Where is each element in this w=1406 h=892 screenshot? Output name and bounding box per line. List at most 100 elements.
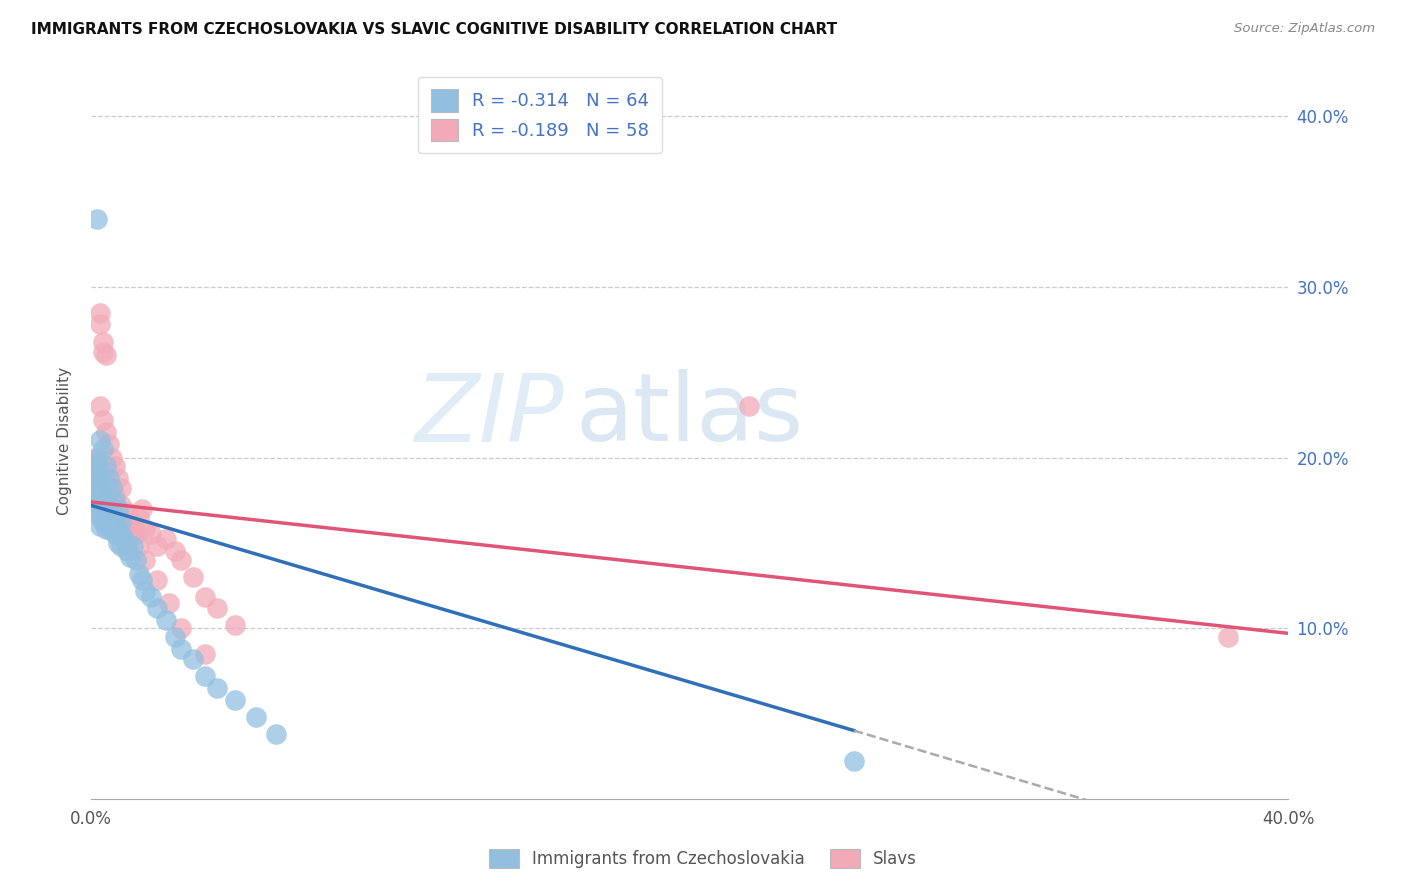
Point <box>115 510 138 524</box>
Point <box>118 522 141 536</box>
Point <box>110 516 132 530</box>
Point <box>83 493 105 508</box>
Point <box>738 400 761 414</box>
Point <box>89 471 111 485</box>
Point <box>121 539 143 553</box>
Point <box>94 510 117 524</box>
Point <box>205 681 228 695</box>
Point <box>94 481 117 495</box>
Point <box>134 553 156 567</box>
Point <box>181 652 204 666</box>
Point <box>170 621 193 635</box>
Point <box>107 471 129 485</box>
Point <box>125 527 148 541</box>
Point <box>1216 630 1239 644</box>
Point <box>94 348 117 362</box>
Point <box>842 754 865 768</box>
Point <box>163 544 186 558</box>
Point <box>110 510 132 524</box>
Point <box>104 499 127 513</box>
Point <box>145 600 167 615</box>
Point <box>107 536 129 550</box>
Point <box>86 499 108 513</box>
Legend: R = -0.314   N = 64, R = -0.189   N = 58: R = -0.314 N = 64, R = -0.189 N = 58 <box>418 77 662 153</box>
Point <box>97 522 120 536</box>
Point <box>145 539 167 553</box>
Point <box>139 591 162 605</box>
Text: IMMIGRANTS FROM CZECHOSLOVAKIA VS SLAVIC COGNITIVE DISABILITY CORRELATION CHART: IMMIGRANTS FROM CZECHOSLOVAKIA VS SLAVIC… <box>31 22 837 37</box>
Point <box>86 211 108 226</box>
Point <box>89 518 111 533</box>
Point <box>194 647 217 661</box>
Text: atlas: atlas <box>575 369 804 461</box>
Point <box>131 501 153 516</box>
Point <box>115 505 138 519</box>
Point <box>104 459 127 474</box>
Point <box>91 344 114 359</box>
Point <box>101 450 124 465</box>
Point <box>104 516 127 530</box>
Point <box>89 305 111 319</box>
Point <box>104 488 127 502</box>
Point <box>89 318 111 332</box>
Point <box>86 454 108 468</box>
Point <box>101 493 124 508</box>
Point <box>110 539 132 553</box>
Point <box>91 516 114 530</box>
Point <box>104 527 127 541</box>
Point <box>112 533 135 547</box>
Point <box>110 481 132 495</box>
Point <box>91 442 114 456</box>
Point <box>94 459 117 474</box>
Point <box>101 501 124 516</box>
Point <box>97 484 120 499</box>
Text: ZIP: ZIP <box>415 370 564 461</box>
Point <box>89 510 111 524</box>
Point <box>89 434 111 448</box>
Point <box>94 501 117 516</box>
Point <box>83 459 105 474</box>
Point <box>91 413 114 427</box>
Legend: Immigrants from Czechoslovakia, Slavs: Immigrants from Czechoslovakia, Slavs <box>481 840 925 877</box>
Point <box>89 488 111 502</box>
Point <box>101 505 124 519</box>
Point <box>91 334 114 349</box>
Point <box>89 499 111 513</box>
Point <box>86 488 108 502</box>
Point <box>86 476 108 491</box>
Point <box>83 484 105 499</box>
Point <box>86 459 108 474</box>
Point <box>91 471 114 485</box>
Point <box>121 522 143 536</box>
Point <box>224 693 246 707</box>
Point <box>125 553 148 567</box>
Point <box>83 476 105 491</box>
Point <box>86 505 108 519</box>
Point <box>101 481 124 495</box>
Point <box>83 459 105 474</box>
Point <box>128 510 150 524</box>
Point <box>157 596 180 610</box>
Point <box>115 544 138 558</box>
Point <box>94 425 117 439</box>
Point <box>131 574 153 588</box>
Point <box>170 641 193 656</box>
Point <box>224 617 246 632</box>
Point <box>245 710 267 724</box>
Point <box>155 533 177 547</box>
Point <box>86 475 108 489</box>
Point <box>155 613 177 627</box>
Point <box>170 553 193 567</box>
Point <box>110 499 132 513</box>
Point <box>97 510 120 524</box>
Point <box>104 493 127 508</box>
Point <box>134 522 156 536</box>
Point <box>118 549 141 564</box>
Point <box>97 437 120 451</box>
Point <box>94 476 117 491</box>
Point <box>89 400 111 414</box>
Point <box>94 488 117 502</box>
Point <box>97 471 120 485</box>
Point <box>91 505 114 519</box>
Point <box>266 727 288 741</box>
